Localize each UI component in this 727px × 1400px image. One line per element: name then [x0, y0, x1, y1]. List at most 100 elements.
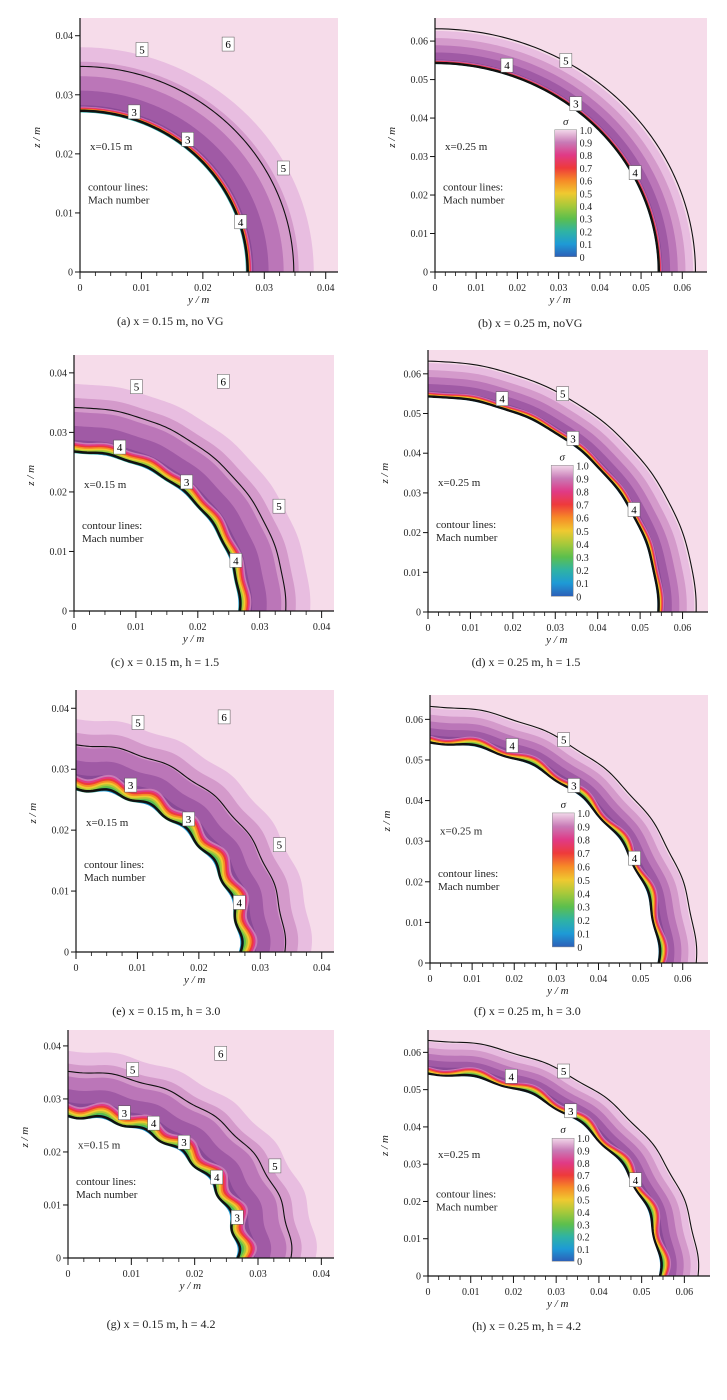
- x-tick-label: 0: [78, 283, 83, 294]
- colorbar-tick-label: 0: [577, 943, 582, 954]
- contour-label: 4: [505, 1069, 518, 1084]
- contour-label: 5: [273, 837, 286, 852]
- y-tick-label: 0.02: [406, 877, 424, 888]
- contour-label: 4: [229, 553, 243, 568]
- svg-text:6: 6: [225, 39, 231, 51]
- contour-note: contour lines: Mach number: [436, 519, 498, 544]
- contour-label: 6: [463, 332, 475, 346]
- y-tick-label: 0.02: [52, 826, 70, 837]
- svg-text:4: 4: [631, 504, 637, 516]
- y-axis-title: z / m: [379, 1135, 391, 1157]
- contour-label: 3: [566, 431, 580, 446]
- colorbar-tick-label: 0: [577, 1257, 582, 1268]
- y-tick-label: 0.06: [404, 369, 422, 380]
- x-tick-label: 0.06: [674, 974, 692, 985]
- colorbar-tick-label: 0.3: [577, 903, 590, 914]
- y-tick-label: 0.02: [50, 487, 68, 498]
- x-tick-label: 0.03: [547, 623, 565, 634]
- x-tick-label: 0.02: [504, 623, 522, 634]
- station-label: x=0.15 m: [78, 1140, 121, 1152]
- y-tick-label: 0.03: [411, 152, 429, 163]
- colorbar-tick-label: 0.9: [580, 138, 593, 149]
- panel-caption: (e) x = 0.15 m, h = 3.0: [112, 1004, 220, 1018]
- x-tick-label: 0.02: [190, 963, 208, 974]
- contour-label: 5: [131, 715, 145, 730]
- y-tick-label: 0.02: [56, 149, 74, 160]
- x-tick-label: 0.03: [249, 1269, 267, 1280]
- contour-label: 4: [505, 738, 519, 753]
- colorbar-tick-label: 0.3: [577, 1220, 590, 1231]
- sigma-colorbar: σ1.00.90.80.70.60.50.40.30.20.10: [552, 799, 590, 954]
- y-tick-label: 0.04: [406, 796, 424, 807]
- panel-caption: (g) x = 0.15 m, h = 4.2: [107, 1317, 216, 1331]
- plot-area: 3 3 4 5 5 6: [80, 18, 338, 272]
- x-axis-title: y / m: [183, 974, 205, 986]
- x-tick-label: 0.01: [467, 283, 485, 294]
- colorbar-title: σ: [559, 451, 565, 463]
- colorbar-tick-label: 0.2: [577, 1233, 590, 1244]
- contour-label: 3: [230, 1210, 244, 1225]
- contour-label: 4: [628, 165, 642, 180]
- svg-text:5: 5: [134, 382, 140, 394]
- x-tick-label: 0.04: [589, 623, 607, 634]
- y-tick-label: 0.02: [44, 1147, 62, 1158]
- contour-note: contour lines: Mach number: [88, 182, 150, 207]
- contour-label: 4: [628, 850, 641, 866]
- jet-core-region: [428, 397, 658, 612]
- contour-label: 4: [147, 1115, 160, 1131]
- svg-text:4: 4: [499, 394, 505, 406]
- x-tick-label: 0: [74, 963, 79, 974]
- y-tick-label: 0: [64, 948, 69, 959]
- colorbar-tick-label: 0.5: [577, 876, 590, 887]
- contour-note: contour lines: Mach number: [438, 868, 500, 893]
- contour-label: 6: [214, 1046, 227, 1061]
- mach-contour-line: [68, 1070, 293, 1258]
- colorbar-tick-label: 0.8: [577, 836, 590, 847]
- svg-text:4: 4: [509, 741, 515, 753]
- contour-label: 5: [556, 386, 569, 401]
- jet-core-region: [68, 1117, 238, 1258]
- jet-core-region: [430, 743, 659, 963]
- y-tick-label: 0.04: [52, 704, 70, 715]
- svg-text:4: 4: [633, 1175, 639, 1187]
- x-tick-label: 0.04: [590, 974, 608, 985]
- station-label: x=0.15 m: [84, 479, 127, 491]
- svg-text:3: 3: [570, 433, 576, 445]
- x-tick-label: 0.06: [674, 623, 692, 634]
- y-tick-label: 0.03: [44, 1094, 62, 1105]
- contour-note: contour lines: Mach number: [84, 859, 146, 884]
- colorbar-tick-label: 0.3: [576, 553, 589, 564]
- colorbar-tick-label: 0.9: [577, 1147, 590, 1158]
- x-tick-label: 0.03: [550, 283, 568, 294]
- sigma-colorbar: σ1.00.90.80.70.60.50.40.30.20.10: [551, 1124, 590, 1268]
- mach-contour-line: [430, 705, 698, 963]
- colorbar-tick-label: 0.6: [576, 514, 589, 525]
- svg-text:5: 5: [563, 55, 569, 67]
- y-tick-label: 0.01: [406, 918, 424, 929]
- mach-contour-line: [74, 406, 287, 611]
- y-tick-label: 0.03: [52, 765, 70, 776]
- station-label: x=0.25 m: [438, 477, 481, 489]
- svg-text:3: 3: [122, 1108, 128, 1120]
- contour-label: 4: [629, 1172, 642, 1188]
- y-tick-label: 0.05: [411, 75, 429, 86]
- svg-text:5: 5: [130, 1064, 136, 1076]
- panel-caption: (a) x = 0.15 m, no VG: [117, 314, 224, 328]
- colorbar-tick-label: 0.1: [580, 240, 593, 251]
- contour-label: 4: [500, 57, 514, 73]
- jet-core-region: [74, 453, 239, 611]
- jet-boundary-line: [428, 395, 660, 612]
- colorbar-tick-label: 0.2: [577, 916, 590, 927]
- svg-text:6: 6: [221, 712, 227, 724]
- svg-text:3: 3: [184, 477, 190, 489]
- contour-label: 4: [233, 895, 246, 910]
- colorbar-tick-label: 0: [576, 592, 581, 603]
- x-tick-label: 0.05: [632, 283, 650, 294]
- colorbar-tick-label: 0.6: [577, 863, 590, 874]
- contour-label: 5: [135, 42, 149, 57]
- x-tick-label: 0: [428, 974, 433, 985]
- y-axis-title: z / m: [379, 463, 391, 485]
- x-tick-label: 0.02: [509, 283, 527, 294]
- x-axis-title: y / m: [187, 294, 209, 306]
